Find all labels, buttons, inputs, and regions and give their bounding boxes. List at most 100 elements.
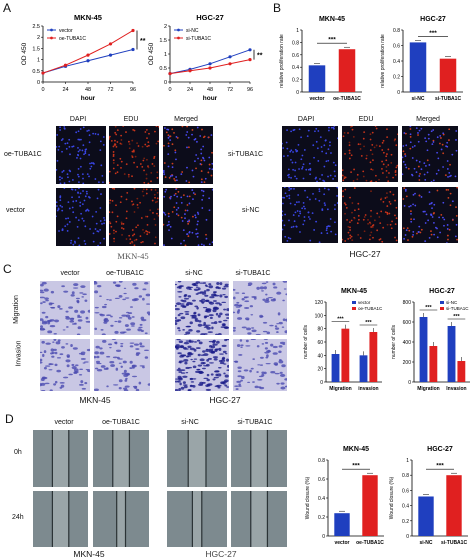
y-axis-label: Wound closure (%) [305,476,311,519]
transwell-oe-migration [94,281,150,335]
x-tick-label: 24 [62,87,68,93]
x-tick-label: 48 [207,87,213,93]
y-tick-label: 0.4 [393,59,400,65]
wound-row-24h: 24h [12,514,24,521]
bar-vector [331,354,340,382]
chart-title: HGC-27 [429,288,455,295]
panel-label-b: B [273,1,282,15]
bar-si-NC [447,326,456,382]
legend-swatch [440,307,444,310]
y-tick-label: 1 [164,52,167,58]
growth-curve-hgc27: HGC-27 0 0.5 1 1.5 2 0 24 48 72 96 hour OD 450 si-NC s… [148,13,263,102]
legend-label: si-TUBA1C [446,306,469,311]
legend-label: si-NC [446,300,458,305]
edu-header-dapi: DAPI [69,116,87,123]
x-tick-label: Invasion [446,386,466,392]
transwell-si-tuba-migration [233,281,287,335]
edu-image-oe-edu [109,126,159,184]
transwell-oe-invasion [94,339,150,391]
x-tick-label: si-TUBA1C [435,96,462,102]
transwell-bar-hgc27: HGC-27 0 200 400 600 800 number of cells Migrat… [391,288,470,392]
y-tick-label: 0.4 [292,65,299,71]
y-tick-label: 200 [403,360,412,366]
wound-si-tuba-0h [231,430,287,487]
data-point [228,55,232,59]
significance-marker: *** [436,463,444,470]
transwell-row-migration: Migration [12,295,20,324]
legend-swatch [440,301,444,304]
y-tick-label: 60 [317,340,323,346]
y-tick-label: 2 [37,35,40,41]
significance-marker: *** [352,463,360,470]
data-point [108,42,113,46]
data-point [188,69,192,73]
legend-marker [50,28,53,32]
edu-row-label-si-nc: si-NC [242,207,260,214]
panel-label-d: D [5,412,14,426]
y-axis-label: OD 450 [148,42,155,65]
y-tick-label: 40 [317,353,323,359]
data-point [108,53,113,57]
data-point [208,66,212,70]
y-tick-label: 2 [164,24,167,30]
bar-si-NC [409,42,427,92]
y-tick-label: 120 [315,300,324,306]
y-axis-label: Wound closure (%) [389,476,395,519]
y-tick-label: 2.5 [32,24,40,30]
transwell-si-tuba-invasion [233,339,287,391]
legend-label: oe-TUBA1C [59,36,86,42]
data-point [63,63,68,67]
wound-caption-mkn45: MKN-45 [73,549,105,559]
chart-title: MKN-45 [319,16,345,23]
panel-label-a: A [3,1,12,15]
chart-title: MKN-45 [341,288,367,295]
legend-marker [50,36,53,40]
transwell-header-si-nc: si-NC [185,270,203,277]
y-tick-label: 0 [406,534,409,540]
edu-image-si-tuba-merged [402,126,458,182]
y-tick-label: 0.6 [318,477,325,483]
y-tick-label: 0.5 [32,69,40,75]
y-tick-label: 0.6 [402,488,409,494]
edu-header-edu-hgc: EDU [358,116,374,123]
y-tick-label: 1 [406,458,409,464]
x-tick-label: 0 [168,87,171,93]
significance-marker: *** [429,30,437,37]
bar-si-TUBA1C [439,58,457,92]
wound-caption-hgc27: HGC-27 [205,549,237,559]
y-axis-label: number of cells [303,325,309,359]
x-tick-label: 72 [107,87,113,93]
y-tick-label: 0.2 [402,519,409,525]
significance-marker: *** [453,314,460,320]
y-tick-label: 400 [403,340,412,346]
transwell-si-nc-migration [175,281,229,335]
transwell-vector-invasion [40,339,90,391]
bar-oe-TUBA1C [362,475,378,536]
bar-si-TUBA1C [457,361,466,382]
y-tick-label: 80 [317,327,323,333]
wound-si-nc-0h [167,430,227,487]
transwell-si-nc-invasion [175,339,229,391]
edu-image-vector-dapi [56,188,106,246]
proliferation-bar-mkn45: MKN-45 0 0.2 0.4 0.6 0.8 1 relative proliferati… [279,16,362,102]
x-tick-label: oe-TUBA1C [356,540,384,546]
y-tick-label: 0 [408,380,411,386]
legend-label: vector [358,300,371,305]
edu-header-merged-hgc: Merged [416,116,440,123]
bar-oe-TUBA1C [338,49,356,92]
data-point [86,53,90,57]
data-point [208,62,212,66]
y-axis-label: number of cells [391,325,397,359]
data-point [168,72,172,76]
y-tick-label: 0.6 [393,44,400,50]
y-axis-label: relative proliferation rate [380,34,386,88]
y-tick-label: 0 [397,90,400,96]
y-tick-label: 0.2 [292,78,299,84]
significance-marker: *** [337,317,344,323]
x-axis-label: hour [203,95,218,102]
wound-header-oe: oe-TUBA1C [102,419,140,426]
edu-image-si-tuba-dapi [282,126,338,182]
edu-image-oe-dapi [56,126,106,184]
transwell-caption-hgc27: HGC-27 [209,395,241,405]
x-tick-label: 0 [41,87,44,93]
